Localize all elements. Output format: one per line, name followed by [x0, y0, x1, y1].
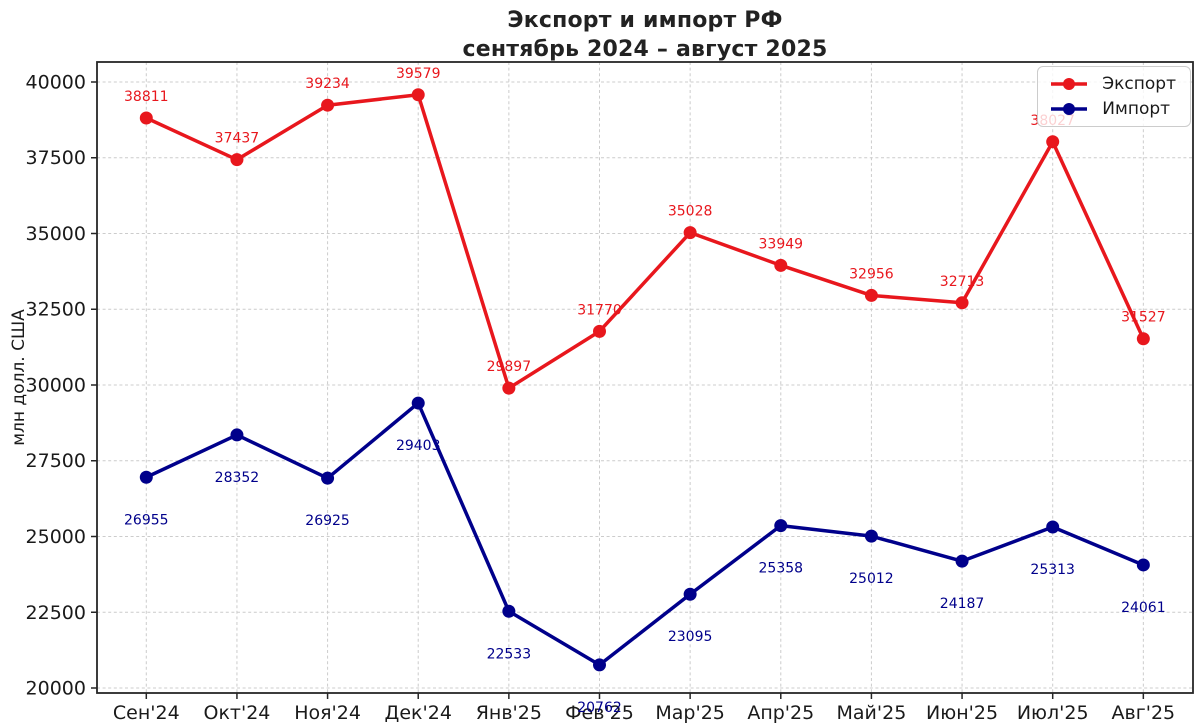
- import-value-label: 25012: [849, 571, 894, 587]
- import-point: [593, 658, 606, 672]
- export-value-label: 39579: [396, 66, 441, 82]
- import-value-label: 22533: [487, 646, 532, 662]
- plot-border: [96, 61, 1194, 694]
- import-point: [683, 587, 697, 601]
- export-value-label: 33949: [759, 236, 804, 252]
- y-tick-label: 27500: [26, 450, 86, 472]
- import-value-label: 24187: [940, 596, 985, 612]
- export-value-label: 35028: [668, 204, 713, 220]
- import-point: [774, 519, 788, 533]
- import-point: [411, 396, 425, 410]
- export-value-label: 38811: [124, 89, 169, 105]
- x-tick-label: Июл'25: [1017, 702, 1089, 724]
- y-tick-label: 20000: [26, 678, 86, 700]
- export-line: [144, 93, 1146, 390]
- y-tick-label: 30000: [26, 374, 86, 396]
- x-tick-label: Окт'24: [203, 702, 270, 724]
- x-tick-label: Апр'25: [747, 702, 814, 724]
- import-value-label: 28352: [215, 470, 260, 486]
- import-value-label: 26955: [124, 512, 169, 528]
- export-value-label: 31770: [577, 302, 622, 318]
- import-point: [1136, 558, 1150, 572]
- import-value-label: 26925: [305, 513, 350, 529]
- export-value-label: 37437: [215, 131, 260, 147]
- export-point: [502, 381, 516, 395]
- import-point: [955, 554, 969, 568]
- export-point: [955, 296, 969, 310]
- import-point: [321, 471, 335, 485]
- export-point: [774, 258, 788, 272]
- export-point: [321, 98, 335, 112]
- y-axis-title: млн долл. США: [9, 309, 29, 446]
- legend-item-export: Экспорт: [1048, 74, 1176, 94]
- export-point: [139, 111, 153, 125]
- import-point: [502, 604, 516, 618]
- import-point: [864, 529, 878, 543]
- y-tick-label: 32500: [26, 299, 86, 321]
- import-value-label: 25313: [1030, 562, 1075, 578]
- export-point: [683, 226, 697, 240]
- export-line-marker-icon: [1051, 78, 1088, 90]
- x-tick-label: Сен'24: [113, 702, 180, 724]
- export-point: [864, 288, 878, 302]
- y-tick-label: 25000: [26, 526, 86, 548]
- export-point: [1046, 135, 1060, 149]
- x-tick-label: Июн'25: [926, 702, 998, 724]
- chart-title: Экспорт и импорт РФ сентябрь 2024 – авгу…: [97, 6, 1193, 64]
- legend-item-import: Импорт: [1048, 99, 1176, 119]
- export-point: [1136, 332, 1150, 346]
- x-tick-label: Май'25: [837, 702, 907, 724]
- export-point: [593, 324, 606, 338]
- x-tick-label: Фев'25: [565, 702, 634, 724]
- import-line: [144, 401, 1146, 667]
- y-tick-label: 37500: [26, 147, 86, 169]
- import-value-label: 24061: [1121, 600, 1166, 616]
- export-value-label: 39234: [305, 76, 350, 92]
- x-tick-label: Мар'25: [655, 702, 725, 724]
- x-tick-label: Ноя'24: [294, 702, 361, 724]
- legend-label-export: Экспорт: [1102, 74, 1176, 94]
- import-value-label: 23095: [668, 629, 713, 645]
- import-line-marker-icon: [1051, 103, 1088, 115]
- legend: Экспорт Импорт: [1037, 66, 1191, 127]
- y-tick-label: 22500: [26, 602, 86, 624]
- y-tick-label: 40000: [26, 71, 86, 93]
- import-value-label: 20762: [577, 700, 622, 716]
- export-point: [411, 88, 425, 102]
- legend-label-import: Импорт: [1102, 99, 1171, 119]
- export-value-label: 31527: [1121, 310, 1166, 326]
- export-value-label: 32713: [940, 274, 985, 290]
- import-point: [1046, 520, 1060, 534]
- export-value-label: 32956: [849, 266, 894, 282]
- x-tick-label: Янв'25: [476, 702, 542, 724]
- export-point: [230, 153, 244, 167]
- chart-title-line1: Экспорт и импорт РФ: [507, 8, 783, 33]
- export-value-label: 29897: [487, 359, 532, 375]
- import-point: [230, 428, 244, 442]
- x-tick-label: Авг'25: [1112, 702, 1176, 724]
- chart-title-line2: сентябрь 2024 – август 2025: [462, 37, 828, 62]
- import-point: [139, 470, 153, 484]
- import-value-label: 25358: [759, 561, 804, 577]
- import-value-label: 29403: [396, 438, 441, 454]
- x-tick-label: Дек'24: [385, 702, 452, 724]
- y-tick-label: 35000: [26, 223, 86, 245]
